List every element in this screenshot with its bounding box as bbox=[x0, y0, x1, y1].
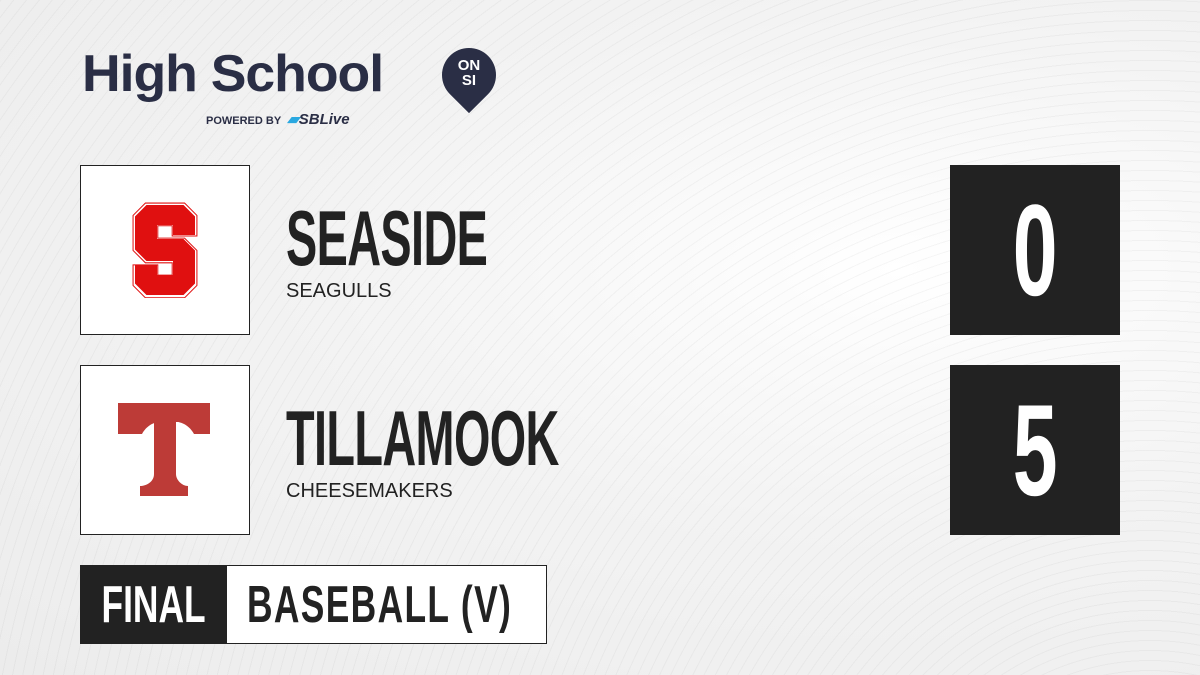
tillamook-t-logo-icon bbox=[118, 403, 210, 496]
team-mascot: CHEESEMAKERS bbox=[286, 480, 453, 502]
powered-by: POWERED BY ▰SBLive bbox=[206, 111, 350, 128]
final-badge: FINAL bbox=[81, 566, 227, 643]
team-logo-tillamook bbox=[80, 365, 250, 535]
pin-badge: ON SI bbox=[457, 57, 481, 89]
team-score: 5 bbox=[950, 365, 1120, 535]
team-name: SEASIDE bbox=[286, 194, 488, 282]
game-status-bar: FINAL BASEBALL (V) bbox=[80, 565, 547, 644]
sport-label: BASEBALL (V) bbox=[247, 575, 513, 634]
high-school-on-si-logo: High School ON SI POWERED BY ▰SBLive bbox=[82, 36, 508, 128]
team-score: 0 bbox=[950, 165, 1120, 335]
team-name: TILLAMOOK bbox=[286, 394, 559, 482]
sblive-logo: ▰SBLive bbox=[287, 111, 350, 128]
team-logo-seaside bbox=[80, 165, 250, 335]
team-mascot: SEAGULLS bbox=[286, 280, 392, 302]
brand-title: High School bbox=[82, 45, 384, 103]
seaside-s-logo-icon bbox=[132, 202, 198, 298]
